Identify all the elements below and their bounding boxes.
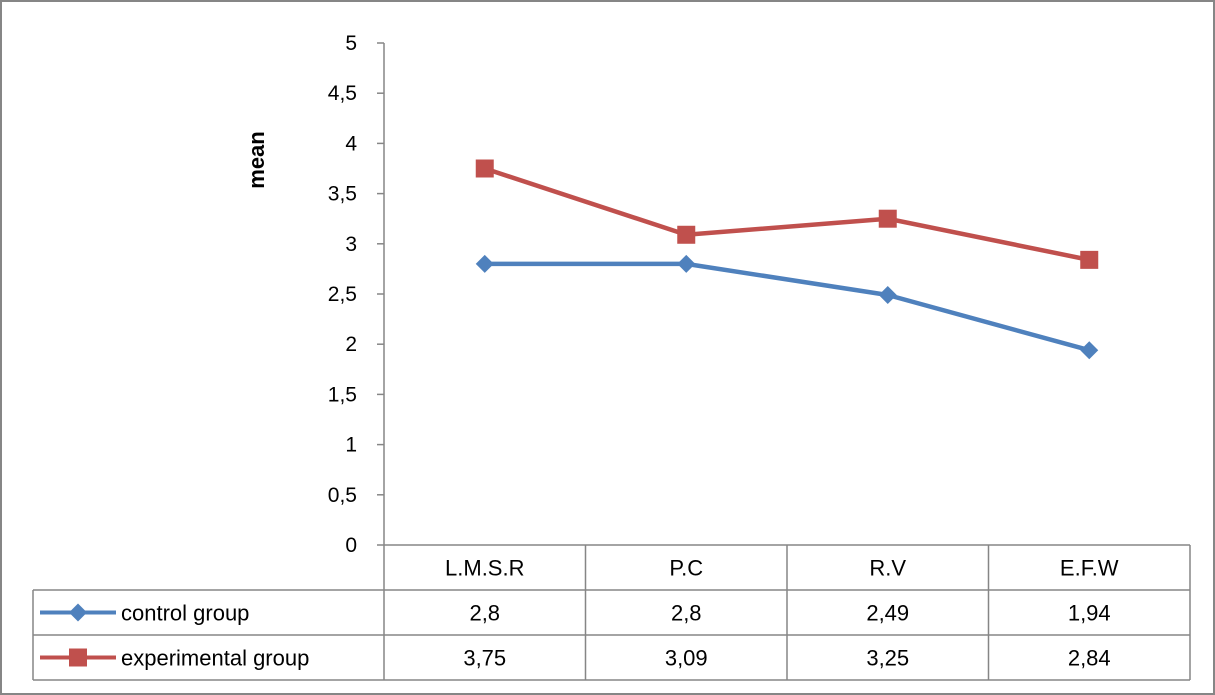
- category-label: L.M.S.R: [445, 556, 524, 581]
- legend-key-marker: [69, 648, 87, 667]
- y-tick-label: 4: [345, 132, 357, 155]
- y-axis: 0 0,5 1 1,5 2 2,5 3 3,5 4 4,5 5: [328, 32, 385, 557]
- data-point: [475, 254, 494, 273]
- category-label: P.C: [669, 556, 703, 581]
- category-label: E.F.W: [1060, 556, 1119, 581]
- legend-key-marker: [69, 603, 87, 622]
- data-table: L.M.S.R P.C R.V E.F.W control group 2,8 2,8 2,4…: [32, 544, 1191, 681]
- y-tick-label: 4,5: [328, 82, 357, 105]
- data-point: [677, 225, 696, 244]
- y-tick-label: 1: [345, 434, 357, 457]
- data-point: [677, 254, 696, 273]
- table-cell-value: 3,75: [463, 646, 506, 671]
- table-cell-value: 2,8: [671, 601, 702, 626]
- data-point: [878, 209, 897, 228]
- legend-entry: control group: [121, 601, 249, 626]
- y-tick-label: 3: [345, 233, 357, 256]
- category-label: R.V: [869, 556, 906, 581]
- y-tick-label: 1,5: [328, 383, 357, 406]
- table-cell-value: 3,09: [665, 646, 708, 671]
- table-cell-value: 2,84: [1068, 646, 1111, 671]
- y-tick-label: 2,5: [328, 283, 357, 306]
- y-tick-label: 3,5: [328, 183, 357, 206]
- table-cell-value: 3,25: [866, 646, 909, 671]
- table-cell-value: 2,49: [866, 601, 909, 626]
- table-cell-value: 1,94: [1068, 601, 1111, 626]
- series-line: [484, 261, 1090, 353]
- y-tick-label: 0,5: [328, 484, 357, 507]
- y-tick-label: 2: [345, 333, 357, 356]
- series-line: [484, 166, 1090, 263]
- series-group: [475, 159, 1099, 360]
- y-tick-label: 5: [345, 32, 357, 55]
- data-point: [475, 159, 494, 178]
- legend-entry: experimental group: [121, 646, 309, 671]
- y-tick-label: 0: [345, 534, 357, 557]
- data-point: [878, 286, 897, 305]
- table-cell-value: 2,8: [469, 601, 500, 626]
- y-axis-label: mean: [244, 131, 269, 188]
- data-point: [1080, 341, 1099, 360]
- data-point: [1080, 250, 1099, 269]
